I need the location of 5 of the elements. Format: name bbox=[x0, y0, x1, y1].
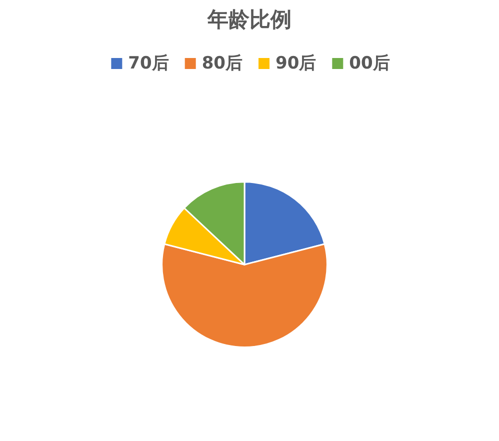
legend-label: 00后 bbox=[349, 54, 390, 74]
legend-label: 90后 bbox=[276, 54, 316, 74]
legend-label: 80后 bbox=[202, 54, 243, 74]
chart-title: 年龄比例 bbox=[206, 8, 292, 32]
legend-label: 70后 bbox=[128, 54, 169, 74]
